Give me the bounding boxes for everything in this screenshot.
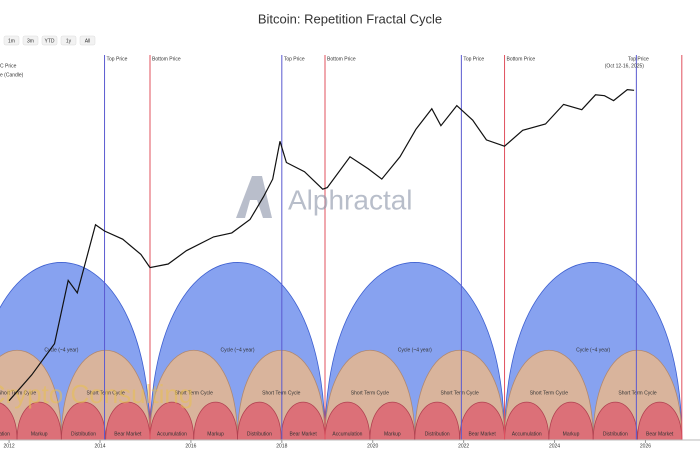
range-button-label[interactable]: 3m bbox=[27, 38, 34, 44]
watermark: Crypto Consulting bbox=[0, 379, 193, 409]
phase-arch bbox=[16, 401, 62, 440]
phase-label: Distribution bbox=[603, 431, 628, 437]
event-label: Top Price bbox=[284, 56, 305, 62]
phase-arch bbox=[504, 401, 550, 440]
short-cycle-label: Short Term Cycle bbox=[351, 390, 389, 396]
range-button-label[interactable]: 1m bbox=[8, 38, 15, 44]
short-cycle-label: Short Term Cycle bbox=[175, 390, 213, 396]
event-label: Top Price bbox=[628, 56, 649, 62]
event-layer: Top Price Bottom Price Top Price Bottom Pri… bbox=[104, 55, 683, 440]
range-button[interactable] bbox=[79, 35, 96, 46]
x-tick-label: 2016 bbox=[185, 443, 196, 449]
x-tick-label: 2018 bbox=[276, 443, 287, 449]
x-tick-label: 2026 bbox=[640, 443, 651, 449]
short-cycle-label: Short Term Cycle bbox=[530, 390, 568, 396]
phase-arch bbox=[369, 401, 416, 440]
phase-arch bbox=[324, 401, 371, 440]
phase-label: Markup bbox=[207, 431, 224, 437]
event-label: Bottom Price bbox=[327, 56, 356, 62]
phase-arch bbox=[237, 401, 282, 440]
phase-arch bbox=[0, 402, 18, 440]
x-tick-label: 2014 bbox=[94, 443, 105, 449]
phase-label: Accumulation bbox=[512, 431, 542, 437]
x-tick-label: 2024 bbox=[549, 443, 560, 449]
event-label: Top Price bbox=[107, 56, 128, 62]
event-label: Bottom Price bbox=[152, 56, 181, 62]
phase-label: Distribution bbox=[425, 431, 450, 437]
phase-arch bbox=[149, 401, 195, 440]
x-tick-label: 2022 bbox=[458, 443, 469, 449]
range-button[interactable] bbox=[41, 35, 58, 46]
phase-arch bbox=[592, 401, 638, 440]
event-label: Top Price bbox=[463, 56, 484, 62]
watermark-logo bbox=[236, 176, 272, 218]
range-button[interactable] bbox=[60, 35, 77, 46]
range-button-label[interactable]: 1y bbox=[66, 38, 72, 44]
phase-label: Bear Market bbox=[468, 431, 496, 437]
phase-label: Distribution bbox=[247, 431, 272, 437]
cycle-label: Cycle (~4 year) bbox=[220, 347, 254, 353]
phase-label: Bear Market bbox=[290, 431, 318, 437]
phase-label: Accumulation bbox=[0, 431, 10, 437]
phase-label: Markup bbox=[31, 431, 48, 437]
short-cycle-label: Short Term Cycle bbox=[87, 390, 125, 396]
phase-label: Markup bbox=[563, 431, 580, 437]
ui-layer: 2012 2014 2016 2018 2020 2022 2024 2026 1m 3m YTD 1… bbox=[0, 35, 700, 449]
phase-label: Accumulation bbox=[157, 431, 187, 437]
short-cycle-label: Short Term Cycle bbox=[441, 390, 479, 396]
watermark: Alphractal bbox=[288, 184, 413, 215]
price-line bbox=[8, 88, 635, 402]
cycle-label: Cycle (~4 year) bbox=[398, 347, 432, 353]
phase-arch bbox=[60, 401, 107, 440]
legend-entry[interactable]: e (Candle) bbox=[0, 72, 24, 78]
price-layer bbox=[8, 88, 635, 402]
phase-arch bbox=[548, 401, 594, 440]
phase-label: Markup bbox=[384, 431, 401, 437]
chart-title: Bitcoin: Repetition Fractal Cycle bbox=[258, 11, 442, 26]
x-tick-label: 2020 bbox=[367, 443, 378, 449]
event-label: Bottom Price bbox=[507, 56, 536, 62]
range-button[interactable] bbox=[22, 35, 39, 46]
phase-arch bbox=[193, 401, 238, 440]
cycle-layer: Cycle (~4 year) Short Term Cycle Short Ter… bbox=[0, 262, 683, 440]
cycle-label: Cycle (~4 year) bbox=[576, 347, 610, 353]
cycle-label: Cycle (~4 year) bbox=[44, 347, 78, 353]
phase-label: Bear Market bbox=[646, 431, 674, 437]
legend-entry[interactable]: C Price bbox=[0, 63, 17, 69]
phase-label: Accumulation bbox=[332, 431, 362, 437]
phase-label: Distribution bbox=[71, 431, 96, 437]
range-button-label[interactable]: YTD bbox=[45, 38, 55, 44]
watermark-layer: Alphractal Crypto Consulting bbox=[0, 176, 413, 409]
short-cycle-label: Short Term Cycle bbox=[0, 390, 36, 396]
range-button-label[interactable]: All bbox=[85, 38, 91, 44]
short-cycle-label: Short Term Cycle bbox=[618, 390, 656, 396]
phase-arch bbox=[414, 401, 461, 440]
x-tick-label: 2012 bbox=[4, 443, 15, 449]
phase-label: Bear Market bbox=[114, 431, 142, 437]
range-button[interactable] bbox=[3, 35, 20, 46]
event-note: (Oct 12-16, 2025) bbox=[605, 63, 645, 69]
